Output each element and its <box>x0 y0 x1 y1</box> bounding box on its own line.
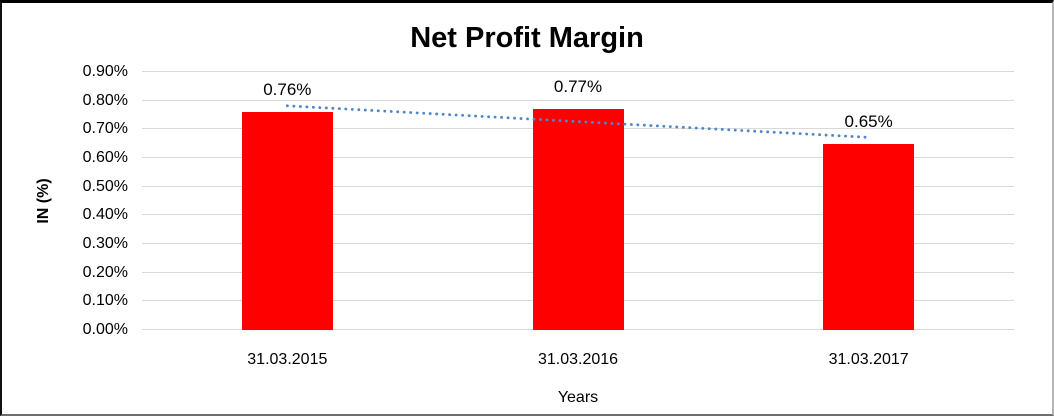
y-tick-label: 0.60% <box>82 149 128 166</box>
trendline <box>285 104 871 139</box>
x-category-label: 31.03.2016 <box>537 351 619 368</box>
gridline <box>142 71 1014 72</box>
chart-title: Net Profit Margin <box>410 22 644 54</box>
y-tick-label: 0.20% <box>82 263 128 281</box>
data-label: 0.76% <box>263 80 312 100</box>
x-category-label: 31.03.2015 <box>247 351 328 368</box>
data-label: 0.77% <box>553 77 603 97</box>
gridline <box>142 99 1014 101</box>
y-tick-label: 0.10% <box>82 292 128 310</box>
y-tick-label: 0.70% <box>82 120 128 138</box>
bar-31.03.2015 <box>241 112 333 330</box>
plot-area <box>142 71 1014 330</box>
y-tick-label: 0.40% <box>82 206 128 224</box>
y-tick-label: 0.50% <box>82 177 128 195</box>
y-tick-label: 0.90% <box>82 63 128 80</box>
bar-31.03.2016 <box>532 109 624 330</box>
x-category-label: 31.03.2017 <box>828 351 909 368</box>
y-tick-label: 0.30% <box>82 235 128 252</box>
y-tick-label: 0.80% <box>82 91 128 109</box>
bar-31.03.2017 <box>823 143 915 330</box>
y-tick-label: 0.00% <box>82 321 128 338</box>
data-label: 0.65% <box>844 111 893 131</box>
x-axis-title: Years <box>557 389 599 406</box>
